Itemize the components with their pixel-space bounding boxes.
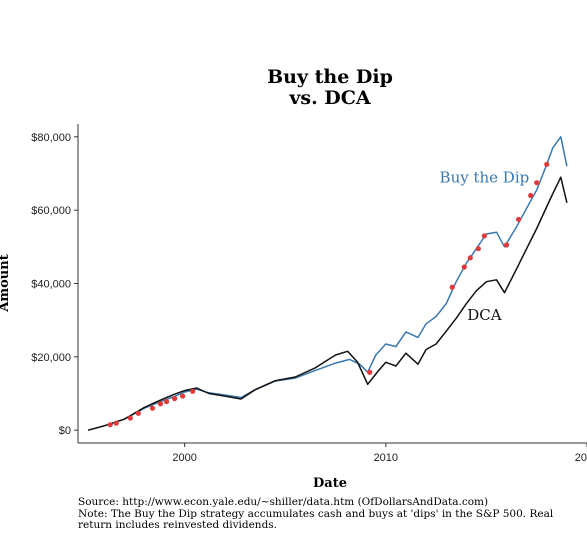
buy-point-marker	[367, 369, 373, 375]
buy-point-marker	[180, 393, 186, 399]
y-tick-label: $60,000	[31, 205, 71, 217]
buy-point-marker	[190, 388, 196, 394]
buy-point-marker	[113, 420, 119, 426]
x-tick-label: 2020	[575, 452, 587, 464]
buy-point-marker	[171, 396, 178, 402]
x-ticks: 2000 2010 2020	[172, 443, 587, 464]
buy-point-marker	[515, 216, 522, 222]
series-label-buy-the-dip: Buy the Dip	[440, 169, 530, 187]
y-axis-title: Amount	[0, 254, 12, 312]
buy-point-marker	[467, 255, 473, 261]
buy-point-marker	[461, 264, 467, 270]
buy-point-marker	[127, 415, 133, 421]
buy-point-marker	[544, 161, 550, 167]
buy-point-marker	[163, 398, 170, 405]
buy-point-marker	[481, 233, 487, 239]
buy-point-marker	[534, 180, 540, 186]
y-tick-label: $40,000	[31, 279, 71, 291]
buy-point-marker	[503, 242, 510, 248]
y-ticks: $0 $20,000 $40,000 $60,000 $80,000	[31, 132, 78, 437]
x-tick-label: 2010	[374, 452, 398, 464]
series-line-dca	[87, 176, 568, 431]
chart-title-line1: Buy the Dip	[267, 66, 393, 88]
footnote-source: Source: http://www.econ.yale.edu/~shille…	[78, 496, 489, 508]
x-axis-title: Date	[313, 476, 347, 491]
plot-area: $0$20,000$40,000$60,000$80,000 2000 2010 2…	[31, 124, 587, 464]
footnote-note: Note: The Buy the Dip strategy accumulat…	[78, 507, 554, 531]
buy-point-marker	[107, 422, 113, 428]
buy-point-marker	[135, 410, 141, 416]
y-tick-label: $0	[59, 425, 71, 437]
footnote: Source: http://www.econ.yale.edu/~shille…	[78, 496, 583, 532]
buy-point-marker	[449, 284, 455, 290]
series-labels: Buy the Dip DCA	[440, 169, 530, 324]
chart-title-line2: vs. DCA	[288, 87, 371, 109]
buy-points	[107, 161, 550, 428]
buy-point-marker	[149, 405, 156, 411]
y-tick-label: $80,000	[31, 132, 71, 144]
y-tick-label: $20,000	[31, 352, 71, 364]
buy-point-marker	[528, 192, 534, 199]
buy-point-marker	[475, 246, 481, 252]
buy-point-marker	[157, 401, 164, 407]
x-tick-label: 2000	[172, 452, 196, 464]
series-label-dca: DCA	[467, 306, 502, 324]
